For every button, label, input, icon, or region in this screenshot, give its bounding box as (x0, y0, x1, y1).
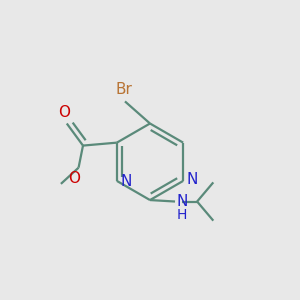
Text: O: O (68, 171, 80, 186)
Text: N: N (187, 172, 198, 187)
Text: O: O (58, 105, 70, 120)
Text: Br: Br (115, 82, 132, 97)
Text: N: N (176, 194, 188, 209)
Text: H: H (176, 208, 187, 222)
Text: N: N (120, 174, 132, 189)
